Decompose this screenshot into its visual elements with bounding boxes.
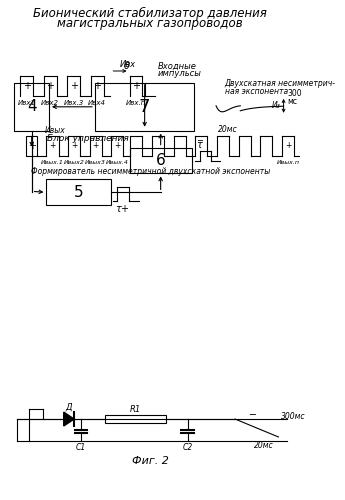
Text: Блок управления: Блок управления (47, 134, 129, 143)
Text: +: + (23, 81, 31, 91)
Text: Ивх1: Ивх1 (18, 100, 36, 106)
Text: 20мс: 20мс (254, 442, 274, 450)
Text: +: + (92, 141, 99, 150)
Text: Ивых.4: Ивых.4 (106, 160, 129, 165)
Text: 300: 300 (287, 90, 302, 98)
Text: Ивых.1: Ивых.1 (41, 160, 64, 165)
Text: τ: τ (115, 204, 121, 214)
Text: θ: θ (124, 61, 130, 71)
Text: Ивых.п: Ивых.п (276, 160, 299, 165)
Text: Формирователь несимметричной двухскатной экспоненты: Формирователь несимметричной двухскатной… (31, 167, 270, 176)
Text: Д: Д (66, 402, 72, 411)
Text: Двухскатная несимметрич-: Двухскатная несимметрич- (225, 80, 336, 88)
Text: +: + (114, 141, 120, 150)
Text: Ивых3: Ивых3 (85, 160, 106, 165)
Polygon shape (64, 412, 74, 426)
Text: мс: мс (287, 98, 297, 106)
Text: 20мс: 20мс (218, 125, 238, 134)
Text: Входные: Входные (158, 62, 197, 70)
Text: 300мс: 300мс (281, 412, 306, 420)
Text: +: + (46, 81, 54, 91)
Text: +: + (132, 81, 140, 91)
Text: Ивх.п: Ивх.п (126, 100, 146, 106)
Text: +: + (49, 141, 56, 150)
Text: 5: 5 (74, 185, 84, 200)
Text: Ивх: Ивх (120, 60, 136, 68)
Text: Фиг. 2: Фиг. 2 (132, 456, 169, 466)
Text: Ивх4: Ивх4 (88, 100, 106, 106)
Bar (105, 415, 166, 423)
Text: R1: R1 (130, 404, 141, 413)
Text: Бионический стабилизатор давления: Бионический стабилизатор давления (33, 7, 267, 20)
Bar (95, 83, 195, 130)
Bar (46, 180, 111, 205)
Text: импульсы: импульсы (158, 70, 202, 78)
Text: Ивых2: Ивых2 (64, 160, 85, 165)
Text: С2: С2 (183, 444, 193, 452)
Text: Ивх.3: Ивх.3 (63, 100, 84, 106)
Text: +: + (70, 81, 78, 91)
Text: 6: 6 (156, 153, 166, 168)
Text: ─: ─ (249, 410, 255, 420)
Text: τ̅: τ̅ (196, 140, 202, 149)
Bar (129, 148, 192, 174)
Bar (27, 136, 37, 156)
Text: Ивых: Ивых (45, 126, 66, 135)
Text: +: + (28, 140, 36, 150)
Text: 4: 4 (27, 100, 37, 114)
Text: магистральных газопроводов: магистральных газопроводов (58, 17, 243, 30)
Bar (14, 83, 49, 130)
Text: 7: 7 (139, 98, 150, 116)
Text: +: + (71, 141, 77, 150)
Text: Ивх2: Ивх2 (41, 100, 59, 106)
Text: +: + (285, 141, 291, 150)
Text: С1: С1 (76, 444, 86, 452)
Text: И₃: И₃ (272, 102, 280, 110)
Text: +: + (120, 204, 128, 214)
Text: +: + (93, 81, 101, 91)
Text: ная экспонента: ная экспонента (225, 88, 288, 96)
